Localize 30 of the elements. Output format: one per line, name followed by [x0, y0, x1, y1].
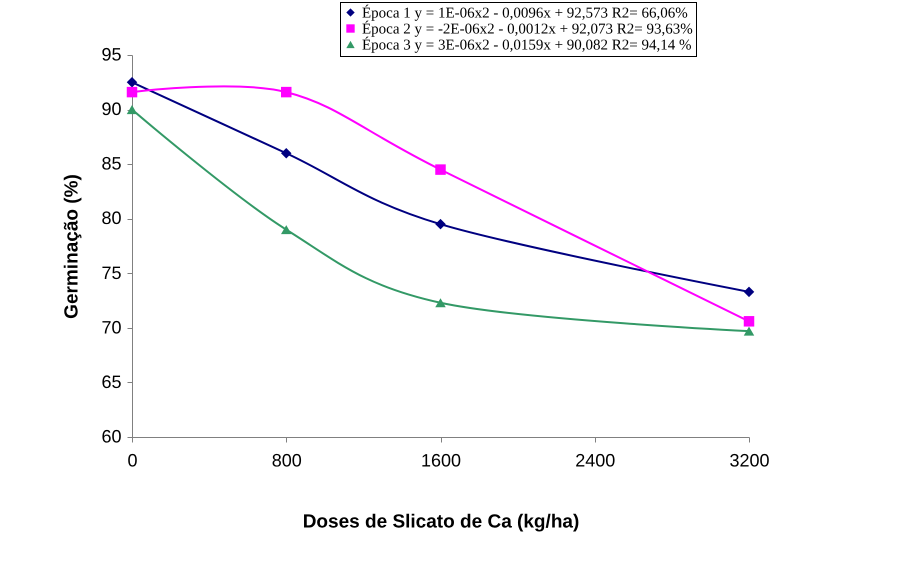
point — [281, 86, 292, 98]
y-tick-label: 60 — [101, 426, 122, 446]
point — [435, 218, 446, 230]
point — [744, 316, 754, 327]
y-axis-title: Germinação (%) — [61, 174, 82, 319]
point — [126, 77, 138, 88]
legend-label: Época 3 y = 3E-06x2 - 0,0159x + 90,082 R2= 94,14 % — [362, 36, 692, 54]
x-tick-label: 3200 — [729, 450, 770, 470]
point — [126, 105, 138, 114]
legend-label: Época 1 y = 1E-06x2 - 0,0096x + 92,573 R2= 66,06% — [362, 4, 688, 22]
y-tick-label: 65 — [101, 372, 122, 392]
y-tick-label: 95 — [101, 44, 122, 64]
point — [281, 225, 292, 234]
point — [744, 286, 754, 298]
legend-label: Época 2 y = -2E-06x2 - 0,0012x + 92,073 R2= 93,63% — [362, 20, 693, 38]
y-tick-label: 85 — [101, 154, 122, 174]
y-tick-label: 70 — [101, 317, 122, 338]
point — [435, 164, 446, 175]
x-tick-label: 0 — [127, 450, 138, 470]
point — [126, 86, 138, 98]
x-tick-label: 800 — [272, 450, 302, 470]
x-axis-title: Doses de Slicato de Ca (kg/ha) — [302, 512, 580, 532]
x-tick-label: 1600 — [420, 450, 462, 470]
point — [435, 298, 446, 308]
y-tick-label: 80 — [101, 208, 122, 228]
y-tick-label: 75 — [101, 262, 122, 283]
x-tick-label: 2400 — [575, 450, 616, 470]
point — [744, 326, 754, 336]
point — [281, 148, 292, 158]
y-tick-label: 90 — [101, 99, 122, 120]
